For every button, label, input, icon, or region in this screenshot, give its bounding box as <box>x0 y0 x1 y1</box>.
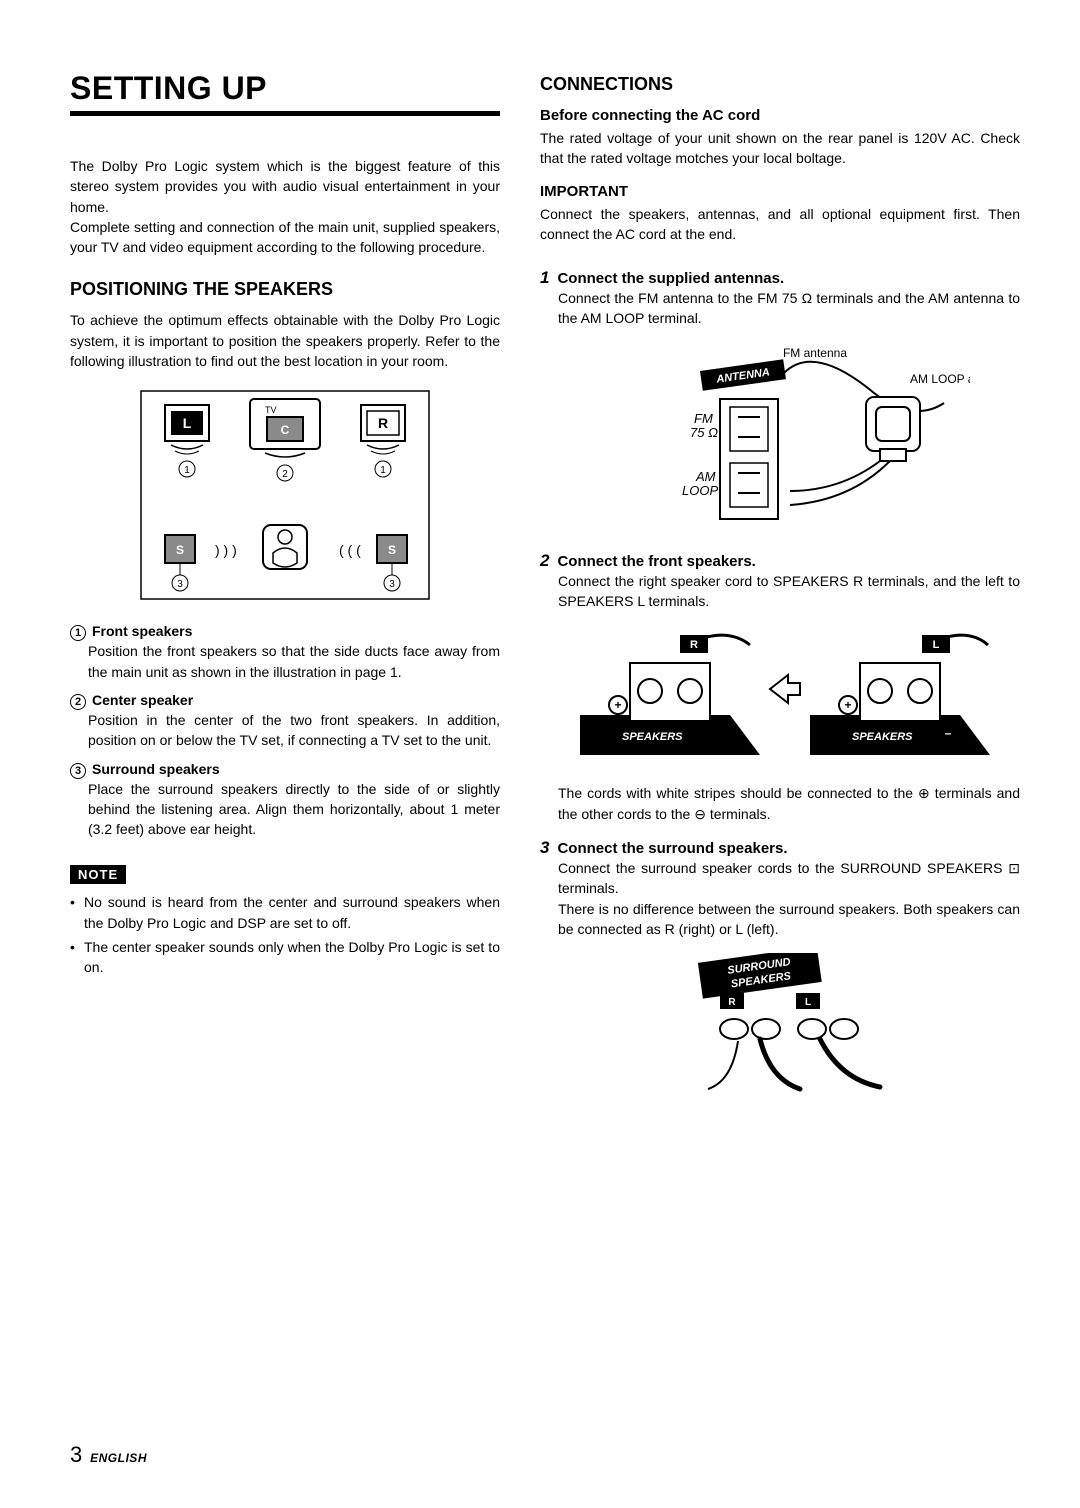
step-2-body2: The cords with white stripes should be c… <box>540 783 1020 824</box>
def-body-3: Place the surround speakers directly to … <box>70 779 500 840</box>
front-L-label: L <box>933 639 940 651</box>
important-body: Connect the speakers, antennas, and all … <box>540 204 1020 245</box>
front-R-label: R <box>690 639 698 651</box>
surround-L-label: L <box>805 997 811 1008</box>
page-title: SETTING UP <box>70 70 500 107</box>
right-column: CONNECTIONS Before connecting the AC cor… <box>540 70 1020 1121</box>
room-layout-diagram: L 1 TV C 2 <box>135 385 435 605</box>
manual-page: SETTING UP The Dolby Pro Logic system wh… <box>0 0 1080 1508</box>
fm-term-label: FM75 Ω <box>690 411 718 440</box>
def-surround-speakers: 3 Surround speakers <box>70 761 500 779</box>
circled-2-icon: 2 <box>70 694 86 710</box>
circled-3-icon: 3 <box>70 763 86 779</box>
step-2-num: 2 <box>540 551 549 571</box>
step-2-header: 2 Connect the front speakers. <box>540 551 1020 571</box>
two-column-layout: SETTING UP The Dolby Pro Logic system wh… <box>70 70 1020 1121</box>
intro-paragraph: The Dolby Pro Logic system which is the … <box>70 156 500 257</box>
note-badge: NOTE <box>70 865 126 884</box>
note-item-2: The center speaker sounds only when the … <box>70 937 500 978</box>
def-title-2: Center speaker <box>92 692 193 708</box>
note-list: No sound is heard from the center and su… <box>70 892 500 977</box>
before-ac-heading: Before connecting the AC cord <box>540 107 1020 124</box>
step-2-title: Connect the front speakers. <box>557 553 755 570</box>
note-item-1: No sound is heard from the center and su… <box>70 892 500 933</box>
am-loop-label: AM LOOP antenna <box>910 372 970 386</box>
speakers-badge-right: SPEAKERS <box>852 731 913 743</box>
step-3-body: Connect the surround speaker cords to th… <box>540 858 1020 939</box>
def-front-speakers: 1 Front speakers <box>70 623 500 641</box>
positioning-heading: POSITIONING THE SPEAKERS <box>70 279 500 300</box>
left-column: SETTING UP The Dolby Pro Logic system wh… <box>70 70 500 1121</box>
step-3-title: Connect the surround speakers. <box>557 840 787 857</box>
title-underline <box>70 111 500 116</box>
svg-text:+: + <box>844 698 851 712</box>
step-1-num: 1 <box>540 268 549 288</box>
circled-1-icon: 1 <box>70 625 86 641</box>
diagram-callout-3a: 3 <box>177 579 183 590</box>
surround-R-label: R <box>728 997 736 1008</box>
antenna-diagram: FM antenna AM LOOP antenna ANTENNA <box>590 343 970 533</box>
svg-text:–: – <box>945 726 952 740</box>
surround-speakers-diagram: SURROUND SPEAKERS R L <box>660 953 900 1103</box>
def-title-1: Front speakers <box>92 623 192 639</box>
important-heading: IMPORTANT <box>540 183 1020 200</box>
language-label: ENGLISH <box>90 1451 147 1465</box>
front-speakers-diagram: SPEAKERS + R SPEAKERS <box>570 625 990 765</box>
svg-text:+: + <box>614 698 621 712</box>
positioning-body: To achieve the optimum effects obtainabl… <box>70 310 500 371</box>
def-title-3: Surround speakers <box>92 761 220 777</box>
page-number-footer: 3 ENGLISH <box>70 1442 147 1468</box>
diagram-callout-3b: 3 <box>389 579 395 590</box>
step-1-body: Connect the FM antenna to the FM 75 Ω te… <box>540 288 1020 329</box>
step-3-num: 3 <box>540 838 549 858</box>
def-body-2: Position in the center of the two front … <box>70 710 500 751</box>
diagram-label-SL: S <box>176 543 184 557</box>
connections-heading: CONNECTIONS <box>540 74 1020 95</box>
fm-antenna-label: FM antenna <box>783 346 847 360</box>
svg-text:( ( (: ( ( ( <box>339 542 361 558</box>
def-center-speaker: 2 Center speaker <box>70 692 500 710</box>
step-2-body: Connect the right speaker cord to SPEAKE… <box>540 571 1020 612</box>
diagram-label-tv: TV <box>265 405 277 415</box>
diagram-callout-1b: 1 <box>380 465 386 476</box>
step-1-header: 1 Connect the supplied antennas. <box>540 268 1020 288</box>
step-1-title: Connect the supplied antennas. <box>557 270 784 287</box>
diagram-label-L: L <box>183 415 192 431</box>
svg-text:) ) ): ) ) ) <box>215 542 237 558</box>
diagram-callout-1a: 1 <box>184 465 190 476</box>
page-number: 3 <box>70 1442 82 1467</box>
step-3-header: 3 Connect the surround speakers. <box>540 838 1020 858</box>
diagram-label-SR: S <box>388 543 396 557</box>
speakers-badge-left: SPEAKERS <box>622 731 683 743</box>
diagram-label-C: C <box>281 423 290 437</box>
before-ac-body: The rated voltage of your unit shown on … <box>540 128 1020 169</box>
am-term-label: AMLOOP <box>682 469 718 498</box>
diagram-callout-2: 2 <box>282 469 288 480</box>
diagram-label-R: R <box>378 415 388 431</box>
def-body-1: Position the front speakers so that the … <box>70 641 500 682</box>
